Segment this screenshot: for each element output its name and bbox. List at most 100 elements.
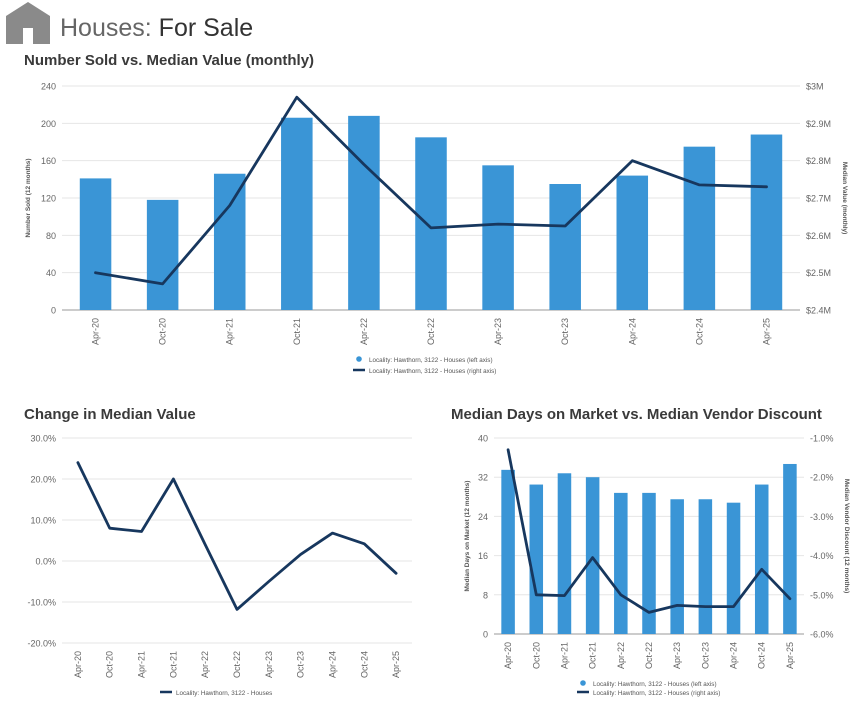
y2-tick-label: $2.7M: [806, 194, 831, 204]
y-tick-label: 0: [483, 630, 488, 640]
chart-title-sold-vs-value: Number Sold vs. Median Value (monthly): [24, 52, 315, 69]
y-tick-label: 24: [478, 512, 488, 522]
x-tick-label: Oct-24: [694, 318, 704, 345]
x-tick-label: Oct-23: [700, 642, 710, 669]
x-tick-label: Apr-21: [225, 318, 235, 345]
bar: [557, 473, 572, 634]
bar: [726, 502, 741, 634]
y-tick-label: -10.0%: [27, 598, 56, 608]
y2-tick-label: -4.0%: [810, 551, 834, 561]
y-tick-label: 40: [478, 434, 488, 444]
y2-tick-label: $2.5M: [806, 268, 831, 278]
x-tick-label: Apr-20: [91, 318, 101, 345]
series-line: [76, 461, 398, 611]
y-tick-label: 240: [41, 82, 56, 92]
x-tick-label: Apr-24: [627, 318, 637, 345]
page-title: Houses: For Sale: [60, 14, 253, 43]
bar: [683, 146, 716, 310]
x-tick-label: Apr-22: [616, 642, 626, 669]
x-tick-label: Oct-21: [292, 318, 302, 345]
x-tick-label: Oct-22: [644, 642, 654, 669]
bar: [750, 134, 783, 310]
x-tick-label: Apr-21: [559, 642, 569, 669]
chart-days_vs_discount: 0 8 16 24 32 40 -6.0% -5.0% -4.0% -3.0% -2.0% -1.0%…: [464, 434, 850, 698]
y2-axis-title: Median Vendor Discount (12 months): [843, 479, 850, 593]
y-tick-label: 0: [51, 306, 56, 316]
legend-label: Locality: Hawthorn, 3122 - Houses: [176, 690, 272, 697]
bar: [783, 463, 797, 634]
bar: [415, 137, 447, 310]
y-tick-label: 200: [41, 119, 56, 129]
y-tick-label: 80: [46, 231, 56, 241]
x-tick-label: Oct-24: [757, 642, 767, 669]
series-line: [94, 95, 768, 286]
y2-tick-label: -1.0%: [810, 434, 834, 444]
y-tick-label: 8: [483, 590, 488, 600]
bar: [501, 469, 515, 634]
bar: [670, 499, 684, 634]
legend-marker: [356, 356, 362, 362]
y-tick-label: 40: [46, 268, 56, 278]
legend-label: Locality: Hawthorn, 3122 - Houses (right…: [593, 690, 720, 697]
bar: [348, 115, 380, 310]
x-tick-label: Oct-23: [560, 318, 570, 345]
x-tick-label: Oct-23: [296, 651, 306, 678]
x-tick-label: Oct-20: [158, 318, 168, 345]
bar: [549, 184, 581, 310]
bar: [754, 484, 769, 634]
y-tick-label: 160: [41, 156, 56, 166]
legend-label: Locality: Hawthorn, 3122 - Houses (right…: [369, 368, 496, 375]
y-tick-label: 32: [478, 473, 488, 483]
x-tick-label: Apr-23: [264, 651, 274, 678]
x-tick-label: Oct-21: [168, 651, 178, 678]
chart-sold_vs_value: 0 40 80 120 160 200 240 $2.4M $2.5M $2.6M $2.7M $2.…: [25, 82, 848, 376]
y2-tick-label: -3.0%: [810, 512, 834, 522]
y-axis-title: Median Days on Market (12 months): [464, 481, 471, 592]
bar: [146, 199, 179, 310]
x-tick-label: Apr-22: [200, 651, 210, 678]
x-tick-label: Oct-24: [359, 651, 369, 678]
x-tick-label: Oct-22: [426, 318, 436, 345]
y-axis-title: Number Sold (12 months): [25, 158, 32, 237]
x-tick-label: Apr-24: [327, 651, 337, 678]
x-tick-label: Apr-24: [729, 642, 739, 669]
y-tick-label: 30.0%: [30, 434, 56, 444]
x-tick-label: Oct-20: [105, 651, 115, 678]
chart-title-change-value: Change in Median Value: [24, 406, 196, 423]
y2-tick-label: $3M: [806, 82, 824, 92]
x-tick-label: Apr-23: [493, 318, 503, 345]
x-tick-label: Apr-25: [785, 642, 795, 669]
y2-axis-title: Median Value (monthly): [841, 162, 848, 235]
bar: [482, 165, 514, 310]
page-title-main: For Sale: [158, 14, 254, 42]
x-tick-label: Apr-20: [73, 651, 83, 678]
y-tick-label: 16: [478, 551, 488, 561]
x-tick-label: Apr-22: [359, 318, 369, 345]
y2-tick-label: -6.0%: [810, 630, 834, 640]
x-tick-label: Apr-25: [391, 651, 401, 678]
x-tick-label: Apr-21: [137, 651, 147, 678]
y-tick-label: 0.0%: [35, 557, 56, 567]
legend-marker: [580, 680, 586, 686]
y2-tick-label: $2.8M: [806, 156, 831, 166]
chart-change_value: -20.0% -10.0% 0.0% 10.0% 20.0% 30.0% Apr-20 Oct…: [27, 434, 412, 697]
legend-label: Locality: Hawthorn, 3122 - Houses (left …: [593, 681, 717, 688]
x-tick-label: Oct-20: [531, 642, 541, 669]
y-tick-label: -20.0%: [27, 639, 56, 649]
bar: [585, 477, 600, 634]
bar: [642, 492, 656, 634]
x-tick-label: Apr-20: [503, 642, 513, 669]
page-title-prefix: Houses:: [60, 14, 152, 42]
bar: [616, 175, 649, 310]
bar: [698, 499, 713, 634]
x-tick-label: Apr-23: [672, 642, 682, 669]
y2-tick-label: -2.0%: [810, 473, 834, 483]
bar: [213, 173, 246, 310]
legend-label: Locality: Hawthorn, 3122 - Houses (left …: [369, 357, 493, 364]
bar: [529, 484, 544, 634]
y-tick-label: 20.0%: [30, 475, 56, 485]
bar: [281, 117, 313, 310]
series-line: [506, 448, 792, 614]
